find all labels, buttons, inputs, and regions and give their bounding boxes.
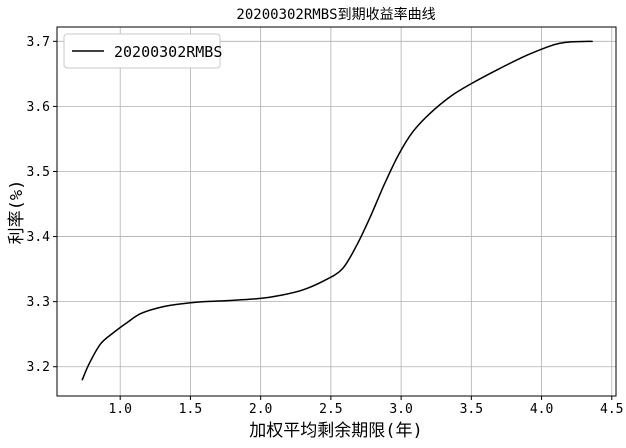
grid-layer	[57, 27, 616, 396]
y-tick-label: 3.6	[27, 100, 50, 115]
series-layer	[81, 40, 593, 381]
legend-box	[63, 33, 221, 69]
y-axis-label: 利率(%)	[7, 180, 27, 245]
plot-area-frame	[56, 26, 617, 397]
y-tick-label: 3.7	[27, 35, 50, 50]
tick-layer: 1.0 1.5 2.0 2.5 3.0 3.5 4.0 4.5 3.2 3.3 3.4 3.5 3.6 3…	[27, 35, 624, 417]
y-tick-label: 3.4	[27, 230, 51, 245]
series-line	[81, 40, 593, 381]
y-tick-label: 3.3	[27, 295, 50, 310]
x-tick-label: 1.5	[179, 402, 202, 417]
chart-title: 20200302RMBS到期收益率曲线	[236, 6, 435, 23]
y-tick-label: 3.5	[27, 165, 50, 180]
x-tick-label: 1.0	[108, 402, 131, 417]
x-tick-label: 3.5	[460, 402, 483, 417]
y-tick-label: 3.2	[27, 360, 50, 375]
x-tick-label: 3.0	[389, 402, 412, 417]
chart-legend: 20200302RMBS	[63, 33, 222, 69]
x-axis-label: 加权平均剩余期限(年)	[249, 421, 422, 441]
x-tick-label: 4.0	[530, 402, 553, 417]
x-tick-label: 2.5	[319, 402, 342, 417]
legend-series-label: 20200302RMBS	[114, 43, 222, 61]
x-tick-label: 4.5	[600, 402, 623, 417]
x-tick-label: 2.0	[249, 402, 272, 417]
